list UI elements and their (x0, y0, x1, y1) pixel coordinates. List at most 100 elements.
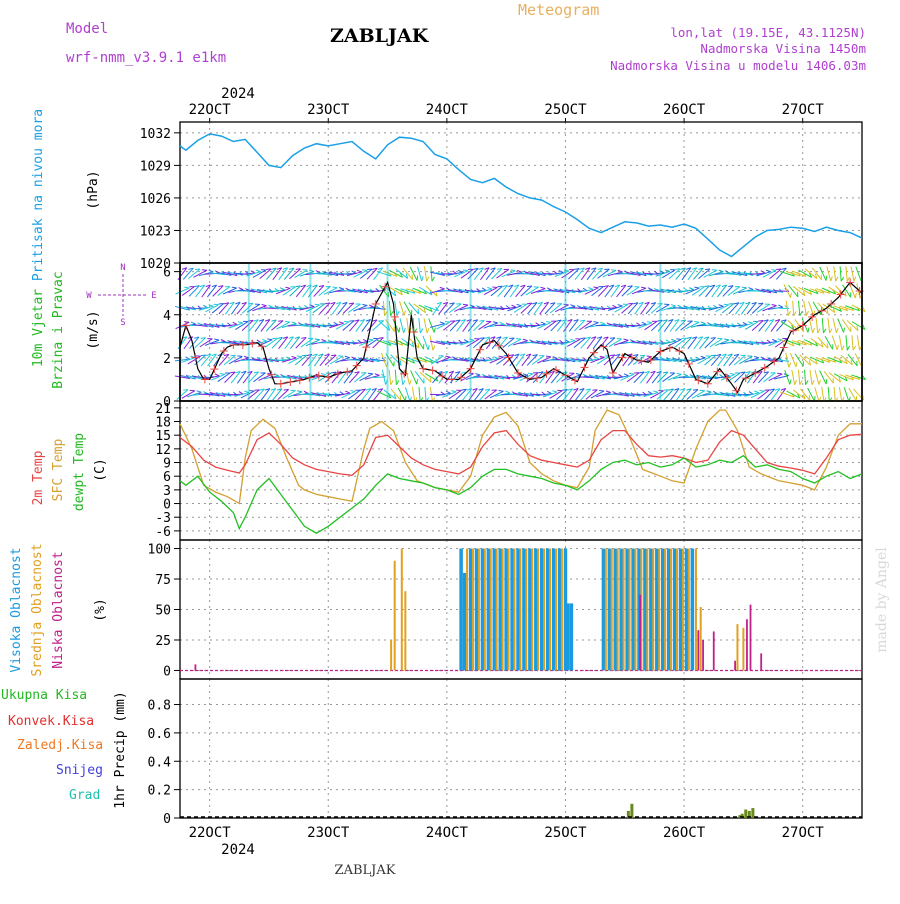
wind-barb-head (794, 311, 797, 315)
wind-barb-head (345, 391, 350, 393)
mid-cloud-bar-1 (394, 561, 396, 671)
wind-barb-head (286, 357, 290, 360)
mid-cloud-bar-17 (543, 549, 545, 671)
wind-barb (857, 335, 859, 350)
wind-barb-head (463, 270, 468, 271)
high-cloud-bar-6 (493, 549, 497, 671)
pressure-ylabel: Pritisak na nivou mora (31, 109, 46, 281)
ytick-label-wind-3: 6 (163, 266, 171, 281)
bottom-tick-27OCT: 27OCT (782, 825, 825, 841)
cloud-ylabel-high: Visoka Oblacnost (9, 547, 24, 672)
wind-barb-head (480, 338, 485, 339)
wind-barb (834, 387, 835, 402)
wind-barb-head (610, 338, 615, 339)
temp-ylabel-dewpt: dewpt Temp (72, 433, 87, 511)
ytick-label-temperature-8: 18 (155, 416, 171, 431)
wind-barb-head (285, 287, 290, 288)
ytick-label-wind-1: 2 (163, 352, 171, 367)
wind-barb-head (594, 322, 599, 323)
wind-barb-head (184, 322, 189, 323)
wind-barb-head (332, 287, 337, 288)
wind-barb-head (629, 373, 634, 374)
wind-barb (283, 390, 296, 398)
wind-ylabel-line2: Brzina i Pravac (51, 271, 66, 388)
wind-barb (816, 318, 818, 333)
wind-barb-head (267, 339, 272, 340)
wind-barb-head (778, 305, 782, 307)
wind-barb-head (730, 373, 735, 374)
wind-barb-head (759, 391, 764, 392)
mid-cloud-bar-16 (537, 549, 539, 671)
wind-barb (405, 387, 410, 401)
wind-barb-head (830, 329, 832, 333)
mid-cloud-bar-10 (502, 549, 504, 671)
wind-barb (416, 336, 424, 349)
lonlat-text: lon,lat (19.15E, 43.1125N) (670, 25, 866, 40)
wind-barb-head (841, 277, 844, 281)
wind-barb-head (611, 270, 616, 271)
pressure-unit: (hPa) (86, 170, 101, 209)
wind-barb-head (331, 355, 336, 356)
precip-bar-6 (751, 808, 754, 818)
wind-barb-head (404, 328, 406, 333)
wind-barb-head (262, 304, 267, 305)
wind-barb-head (266, 269, 271, 270)
wind-barb (856, 267, 861, 281)
precip-legend-frozen: Zaledj.Kisa (17, 738, 103, 753)
wind-barb-head (788, 311, 790, 315)
wind-barb (793, 301, 794, 316)
station-title: ZABLJAK (330, 25, 430, 47)
wind-barb-head (201, 355, 206, 356)
wind-barb-head (403, 380, 405, 384)
low-cloud-bar-5 (734, 661, 736, 671)
wind-barb-head (743, 322, 747, 324)
wind-barb-head (855, 293, 856, 298)
top-year-label: 2024 (221, 86, 255, 102)
low-cloud-bar-3 (702, 640, 704, 670)
wind-barb (757, 304, 770, 312)
wind-barb-head (232, 287, 237, 288)
wind-barb-head (399, 327, 400, 332)
wind-barb-head (806, 380, 809, 384)
wind-barb (419, 318, 421, 333)
wind-barb-head (705, 269, 710, 270)
wind-barb-head (400, 395, 401, 400)
wind-barb-head (800, 311, 802, 315)
wind-barb-head (588, 288, 593, 290)
ytick-label-temperature-2: 0 (163, 498, 171, 513)
bottom-year-label: 2024 (221, 842, 255, 858)
wind-barb-head (440, 287, 445, 289)
ytick-label-precip-0: 0 (163, 812, 171, 827)
wind-barb-head (528, 373, 533, 374)
wind-barb (389, 301, 390, 316)
wind-barb (348, 304, 360, 312)
mid-cloud-bar-25 (629, 549, 631, 671)
wind-barb-head (463, 304, 468, 305)
wind-barb (406, 370, 410, 385)
mid-cloud-bar-4 (466, 549, 468, 671)
wind-barb-head (511, 270, 516, 271)
wind-barb-head (434, 328, 435, 333)
wind-barb-head (523, 374, 528, 376)
mid-cloud-bar-34 (682, 549, 684, 671)
wind-barb (424, 318, 427, 333)
low-cloud-bar-1 (639, 595, 641, 671)
wind-barb-head (772, 339, 777, 341)
wind-barb-head (285, 321, 290, 322)
ytick-label-precip-3: 0.6 (148, 727, 171, 742)
wind-barb (400, 301, 405, 315)
wind-barb-head (498, 391, 503, 392)
wind-barb-head (813, 328, 815, 333)
wind-barb-head (836, 277, 838, 281)
ytick-label-temperature-1: -3 (155, 511, 171, 526)
wind-barb-head (396, 380, 399, 384)
wind-barb-head (836, 328, 838, 333)
wind-barb-head (420, 329, 422, 333)
wind-barb-head (791, 293, 792, 298)
high-cloud-bar-31 (661, 549, 665, 671)
wind-barb-head (334, 322, 338, 324)
